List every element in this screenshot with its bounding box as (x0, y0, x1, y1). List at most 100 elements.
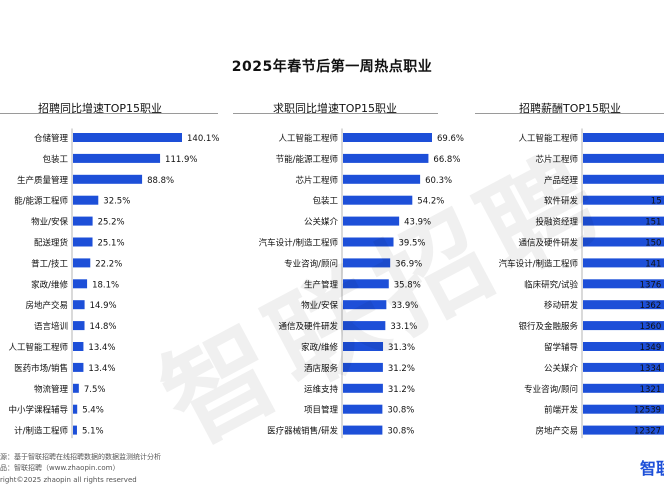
category-label: 项目管理 (304, 405, 339, 416)
panel-separator-2 (233, 113, 438, 114)
bar (583, 153, 664, 163)
bar (583, 300, 664, 310)
bar (343, 342, 384, 351)
bar-value-label: 1376 (640, 280, 662, 290)
bar-value-label: 60.3% (425, 176, 452, 186)
category-label: 普工/技工 (31, 258, 68, 269)
bar (343, 174, 421, 184)
panel-separator-3 (475, 113, 664, 114)
bar-value-label: 25.2% (98, 218, 125, 228)
category-label: 留学辅导 (544, 342, 579, 353)
page-title: 2025年春节后第一周热点职业 (231, 59, 433, 75)
category-label: 家政/维修 (31, 279, 68, 290)
bar-value-label: 5.1% (82, 427, 104, 437)
bar-value-label: 33.9% (391, 301, 418, 311)
bar (343, 195, 413, 205)
bar-value-label: 32.5% (103, 197, 130, 207)
bar-value-label: 30.8% (387, 406, 414, 416)
bar-value-label: 31.2% (388, 364, 415, 374)
bar-value-label: 14.8% (90, 322, 117, 332)
bar (73, 216, 93, 226)
category-label: 银行及金融服务 (518, 321, 578, 332)
bar-value-label: 35.8% (394, 280, 421, 290)
category-label: 人工智能工程师 (518, 133, 578, 144)
bar (583, 133, 664, 142)
category-label: 公关媒介 (544, 363, 579, 374)
category-label: 物业/安保 (31, 217, 68, 228)
bar-value-label: 7.5% (84, 385, 106, 395)
bar (343, 425, 383, 435)
category-label: 医药市场/销售 (14, 363, 68, 374)
bar-value-label: 30.8% (387, 427, 414, 437)
category-label: 酒店服务 (304, 363, 339, 374)
chart-1: 仓储管理 140.1% 包装工 111.9% 生产质量管理 88.8% 能/能源工程师 32.… (8, 128, 219, 439)
bar-value-label: 66.8% (433, 155, 460, 165)
category-label: 移动研发 (544, 300, 579, 311)
category-label: 运维支持 (304, 384, 339, 395)
bar (73, 195, 99, 205)
category-label: 芯片工程师 (295, 175, 338, 186)
category-label: 投融资经理 (535, 217, 578, 228)
category-label: 配送理货 (34, 238, 69, 249)
bar-value-label: 1360 (640, 322, 662, 332)
panel-title-salary: 招聘薪酬TOP15职业 (518, 102, 621, 115)
category-label: 物流管理 (34, 384, 69, 395)
bar-value-label: 140.1% (187, 134, 219, 144)
category-label: 包装工 (42, 154, 68, 165)
bar (343, 321, 386, 331)
bar-value-label: 12539 (634, 406, 661, 416)
bar (73, 321, 85, 331)
bar (343, 383, 383, 393)
bar-value-label: 14.9% (90, 301, 117, 311)
category-label: 节能/能源工程师 (276, 154, 339, 165)
bar-value-label: 12327 (634, 427, 661, 437)
bar (343, 153, 429, 163)
category-label: 医疗器械销售/研发 (267, 426, 338, 437)
panel-title-jobseek-growth: 求职同比增速TOP15职业 (272, 102, 397, 115)
bar-value-label: 88.8% (147, 176, 174, 186)
bar (583, 195, 664, 205)
bar (343, 258, 391, 268)
category-label: 产品经理 (544, 175, 579, 186)
category-label: 专业咨询/顾问 (524, 384, 578, 395)
category-label: 房地产交易 (535, 426, 578, 437)
bar (73, 342, 84, 351)
bar-value-label: 15 (651, 197, 662, 207)
bar-value-label: 13.4% (88, 343, 115, 353)
category-label: 仓储管理 (34, 133, 69, 144)
category-label: 生产质量管理 (17, 175, 69, 186)
category-label: 家政/维修 (301, 342, 338, 353)
bar (343, 216, 400, 226)
bar (73, 425, 77, 435)
bar (73, 300, 85, 310)
bar-value-label: 33.1% (390, 322, 417, 332)
bar-value-label: 43.9% (404, 218, 431, 228)
bar (73, 383, 79, 393)
category-label: 中小学课程辅导 (8, 405, 68, 416)
bar-value-label: 69.6% (437, 134, 464, 144)
category-label: 生产管理 (304, 279, 339, 290)
bar (73, 174, 143, 184)
bar (583, 362, 664, 372)
bar-value-label: 54.2% (417, 197, 444, 207)
bar (583, 258, 664, 268)
bar (73, 153, 161, 163)
category-label: 包装工 (312, 196, 338, 207)
category-label: 芯片工程师 (535, 154, 578, 165)
bar-value-label: 1334 (640, 364, 662, 374)
category-label: 软件研发 (544, 196, 579, 207)
category-label: 人工智能工程师 (8, 342, 68, 353)
bar (73, 133, 182, 142)
category-label: 通信及硬件研发 (278, 321, 338, 332)
bar (583, 404, 664, 414)
bar-value-label: 22.2% (95, 259, 122, 269)
category-label: 临床研究/试验 (524, 279, 578, 290)
category-label: 汽车设计/制造工程师 (259, 238, 339, 249)
bar (583, 237, 664, 247)
bar (73, 404, 78, 414)
footer-source: 源：基于智联招聘在线招聘数据的数据监测统计分析 (0, 453, 161, 461)
bar (343, 362, 383, 372)
bar (583, 425, 664, 435)
category-label: 通信及硬件研发 (518, 238, 578, 249)
category-label: 语言培训 (34, 321, 68, 332)
